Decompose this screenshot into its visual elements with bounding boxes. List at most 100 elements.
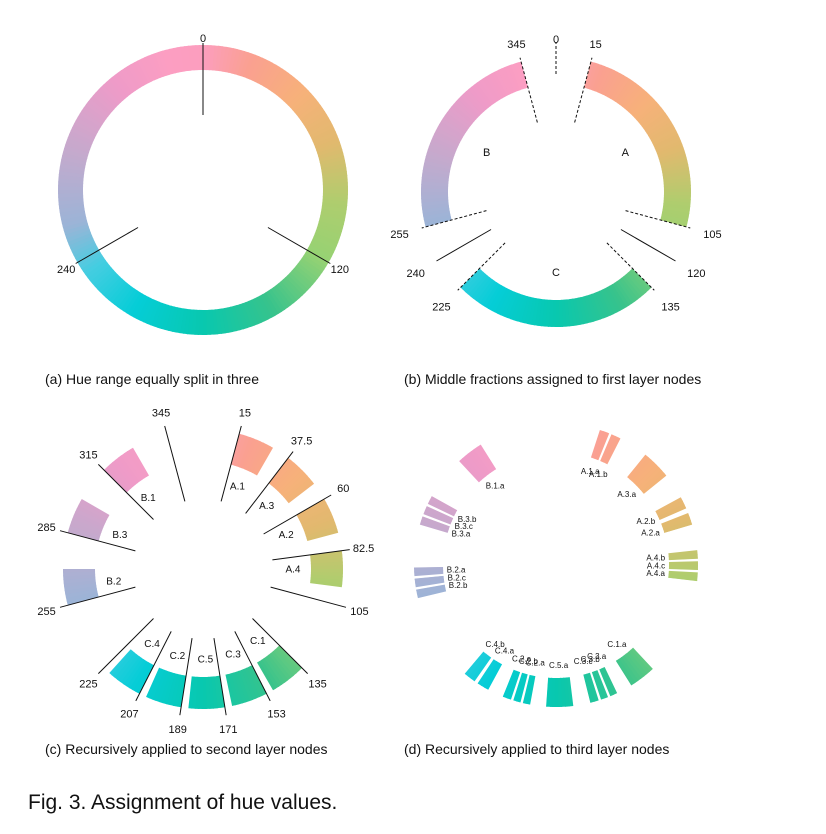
- node-arc-A.1.a: [590, 429, 610, 461]
- node-label-C.2.a: C.2.a: [526, 659, 546, 668]
- node-label-C.2: C.2: [170, 651, 186, 662]
- hue-label-37.5: 37.5: [291, 435, 312, 447]
- caption-panel-b: (b) Middle fractions assigned to first l…: [404, 371, 702, 387]
- node-label-A.4.b: A.4.b: [646, 553, 665, 562]
- boundary-line-315: [97, 463, 154, 520]
- figure-title: Fig. 3. Assignment of hue values.: [28, 791, 338, 814]
- hue-label-189: 189: [168, 724, 186, 736]
- node-arc-B.3: [67, 499, 110, 542]
- hue-label-15: 15: [239, 407, 251, 419]
- hue-label-207: 207: [120, 708, 138, 720]
- node-label-C.5: C.5: [198, 655, 214, 666]
- boundary-dash-15: [574, 57, 593, 123]
- node-arc-B: [420, 61, 529, 227]
- node-arc-B.2.b: [416, 584, 447, 599]
- node-arc-B.1: [104, 447, 149, 493]
- hue-label-315: 315: [79, 449, 97, 461]
- node-label-C.4.a: C.4.a: [495, 647, 515, 656]
- node-label-C: C: [552, 267, 560, 279]
- node-arc-B.1.a: [459, 444, 497, 483]
- hue-label-135: 135: [661, 302, 679, 314]
- node-arc-C.5.a: [546, 677, 574, 708]
- boundary-line-255: [59, 586, 136, 608]
- hue-label-120: 120: [331, 264, 349, 276]
- node-arc-C.4.b: [464, 651, 492, 682]
- node-arc-C.2: [146, 667, 187, 708]
- division-line-240: [436, 229, 492, 262]
- node-arc-A.3: [268, 457, 315, 504]
- node-label-C.2.c: C.2.c: [512, 655, 531, 664]
- hue-label-105: 105: [703, 229, 721, 241]
- hue-label-240: 240: [407, 268, 425, 280]
- node-arc-B.3.b: [427, 496, 458, 517]
- node-label-A.4.c: A.4.c: [647, 561, 665, 570]
- hue-label-0: 0: [200, 33, 206, 45]
- panel-b-diagram: A C B 0 15 105 120 135 225 240 255 345: [390, 34, 722, 327]
- boundary-line-345: [164, 425, 186, 502]
- node-arc-A.2.a: [661, 512, 693, 533]
- node-label-C.3.b: C.3.b: [581, 655, 601, 664]
- hue-label-135: 135: [308, 679, 326, 691]
- node-arc-A.3.a: [627, 454, 667, 494]
- node-label-A.1.b: A.1.b: [589, 470, 608, 479]
- node-arc-C.3.a: [599, 666, 618, 697]
- node-arc-A.2.b: [655, 497, 687, 520]
- node-arc-C.3.b: [591, 670, 609, 700]
- node-label-B.3: B.3: [112, 530, 127, 541]
- node-label-B.2.a: B.2.a: [447, 566, 466, 575]
- hue-label-225: 225: [79, 679, 97, 691]
- hue-label-225: 225: [432, 302, 450, 314]
- node-arc-A.4.a: [668, 570, 698, 582]
- node-arc-C.4: [109, 649, 154, 694]
- node-label-A.2.b: A.2.b: [637, 517, 656, 526]
- boundary-line-105: [270, 586, 347, 608]
- hue-label-345: 345: [507, 39, 525, 51]
- node-label-B.1: B.1: [141, 493, 156, 504]
- node-arc-B.2.a: [414, 566, 444, 577]
- boundary-line-171: [213, 638, 227, 716]
- node-label-C.1.a: C.1.a: [607, 640, 627, 649]
- hue-label-153: 153: [267, 708, 285, 720]
- node-arc-A.1.b: [600, 434, 621, 465]
- node-arc-C.2.c: [502, 669, 521, 700]
- hue-label-255: 255: [37, 606, 55, 618]
- node-label-B.3.c: B.3.c: [455, 522, 473, 531]
- node-arc-A.2: [296, 499, 339, 542]
- node-label-C.4: C.4: [144, 639, 160, 650]
- hue-label-105: 105: [350, 606, 368, 618]
- node-label-A.3.a: A.3.a: [617, 490, 636, 499]
- node-label-B: B: [483, 147, 490, 159]
- node-label-C.4.b: C.4.b: [486, 640, 506, 649]
- hue-label-0: 0: [553, 34, 559, 46]
- node-label-A.2: A.2: [279, 530, 294, 541]
- boundary-dash-225: [457, 242, 506, 291]
- node-label-A.4: A.4: [285, 565, 300, 576]
- panel-a-diagram: 0 120 240: [57, 33, 349, 335]
- hue-label-60: 60: [337, 483, 349, 495]
- boundary-line-153: [234, 631, 271, 702]
- boundary-dash-105: [625, 210, 691, 229]
- node-label-C.3.a: C.3.a: [587, 652, 607, 661]
- node-label-B.2.c: B.2.c: [448, 573, 466, 582]
- hue-label-240: 240: [57, 264, 75, 276]
- hue-ring: [58, 45, 348, 335]
- hue-label-171: 171: [219, 724, 237, 736]
- caption-panel-a: (a) Hue range equally split in three: [45, 371, 260, 387]
- node-arc-A.4.b: [668, 550, 698, 561]
- node-label-C.1: C.1: [250, 636, 266, 647]
- caption-panel-c: (c) Recursively applied to second layer …: [45, 741, 328, 757]
- boundary-dash-345: [519, 57, 538, 123]
- hue-label-82.5: 82.5: [353, 543, 374, 555]
- node-arc-C.2.b: [513, 672, 528, 703]
- node-label-B.3.a: B.3.a: [452, 530, 471, 539]
- node-arc-C.4.a: [477, 659, 503, 690]
- hue-label-120: 120: [687, 268, 705, 280]
- boundary-line-189: [179, 638, 193, 716]
- node-label-A: A: [622, 147, 630, 159]
- panel-c-diagram: A.1 A.3 A.2 A.4 C.1 C.3 C.5 C.2 C.4 B.2 B.3 B.1 345 1…: [37, 407, 374, 735]
- node-arc-B.3.c: [423, 506, 454, 525]
- node-label-C.3: C.3: [225, 649, 241, 660]
- node-label-C.2.b: C.2.b: [519, 657, 539, 666]
- node-label-A.3: A.3: [259, 501, 274, 512]
